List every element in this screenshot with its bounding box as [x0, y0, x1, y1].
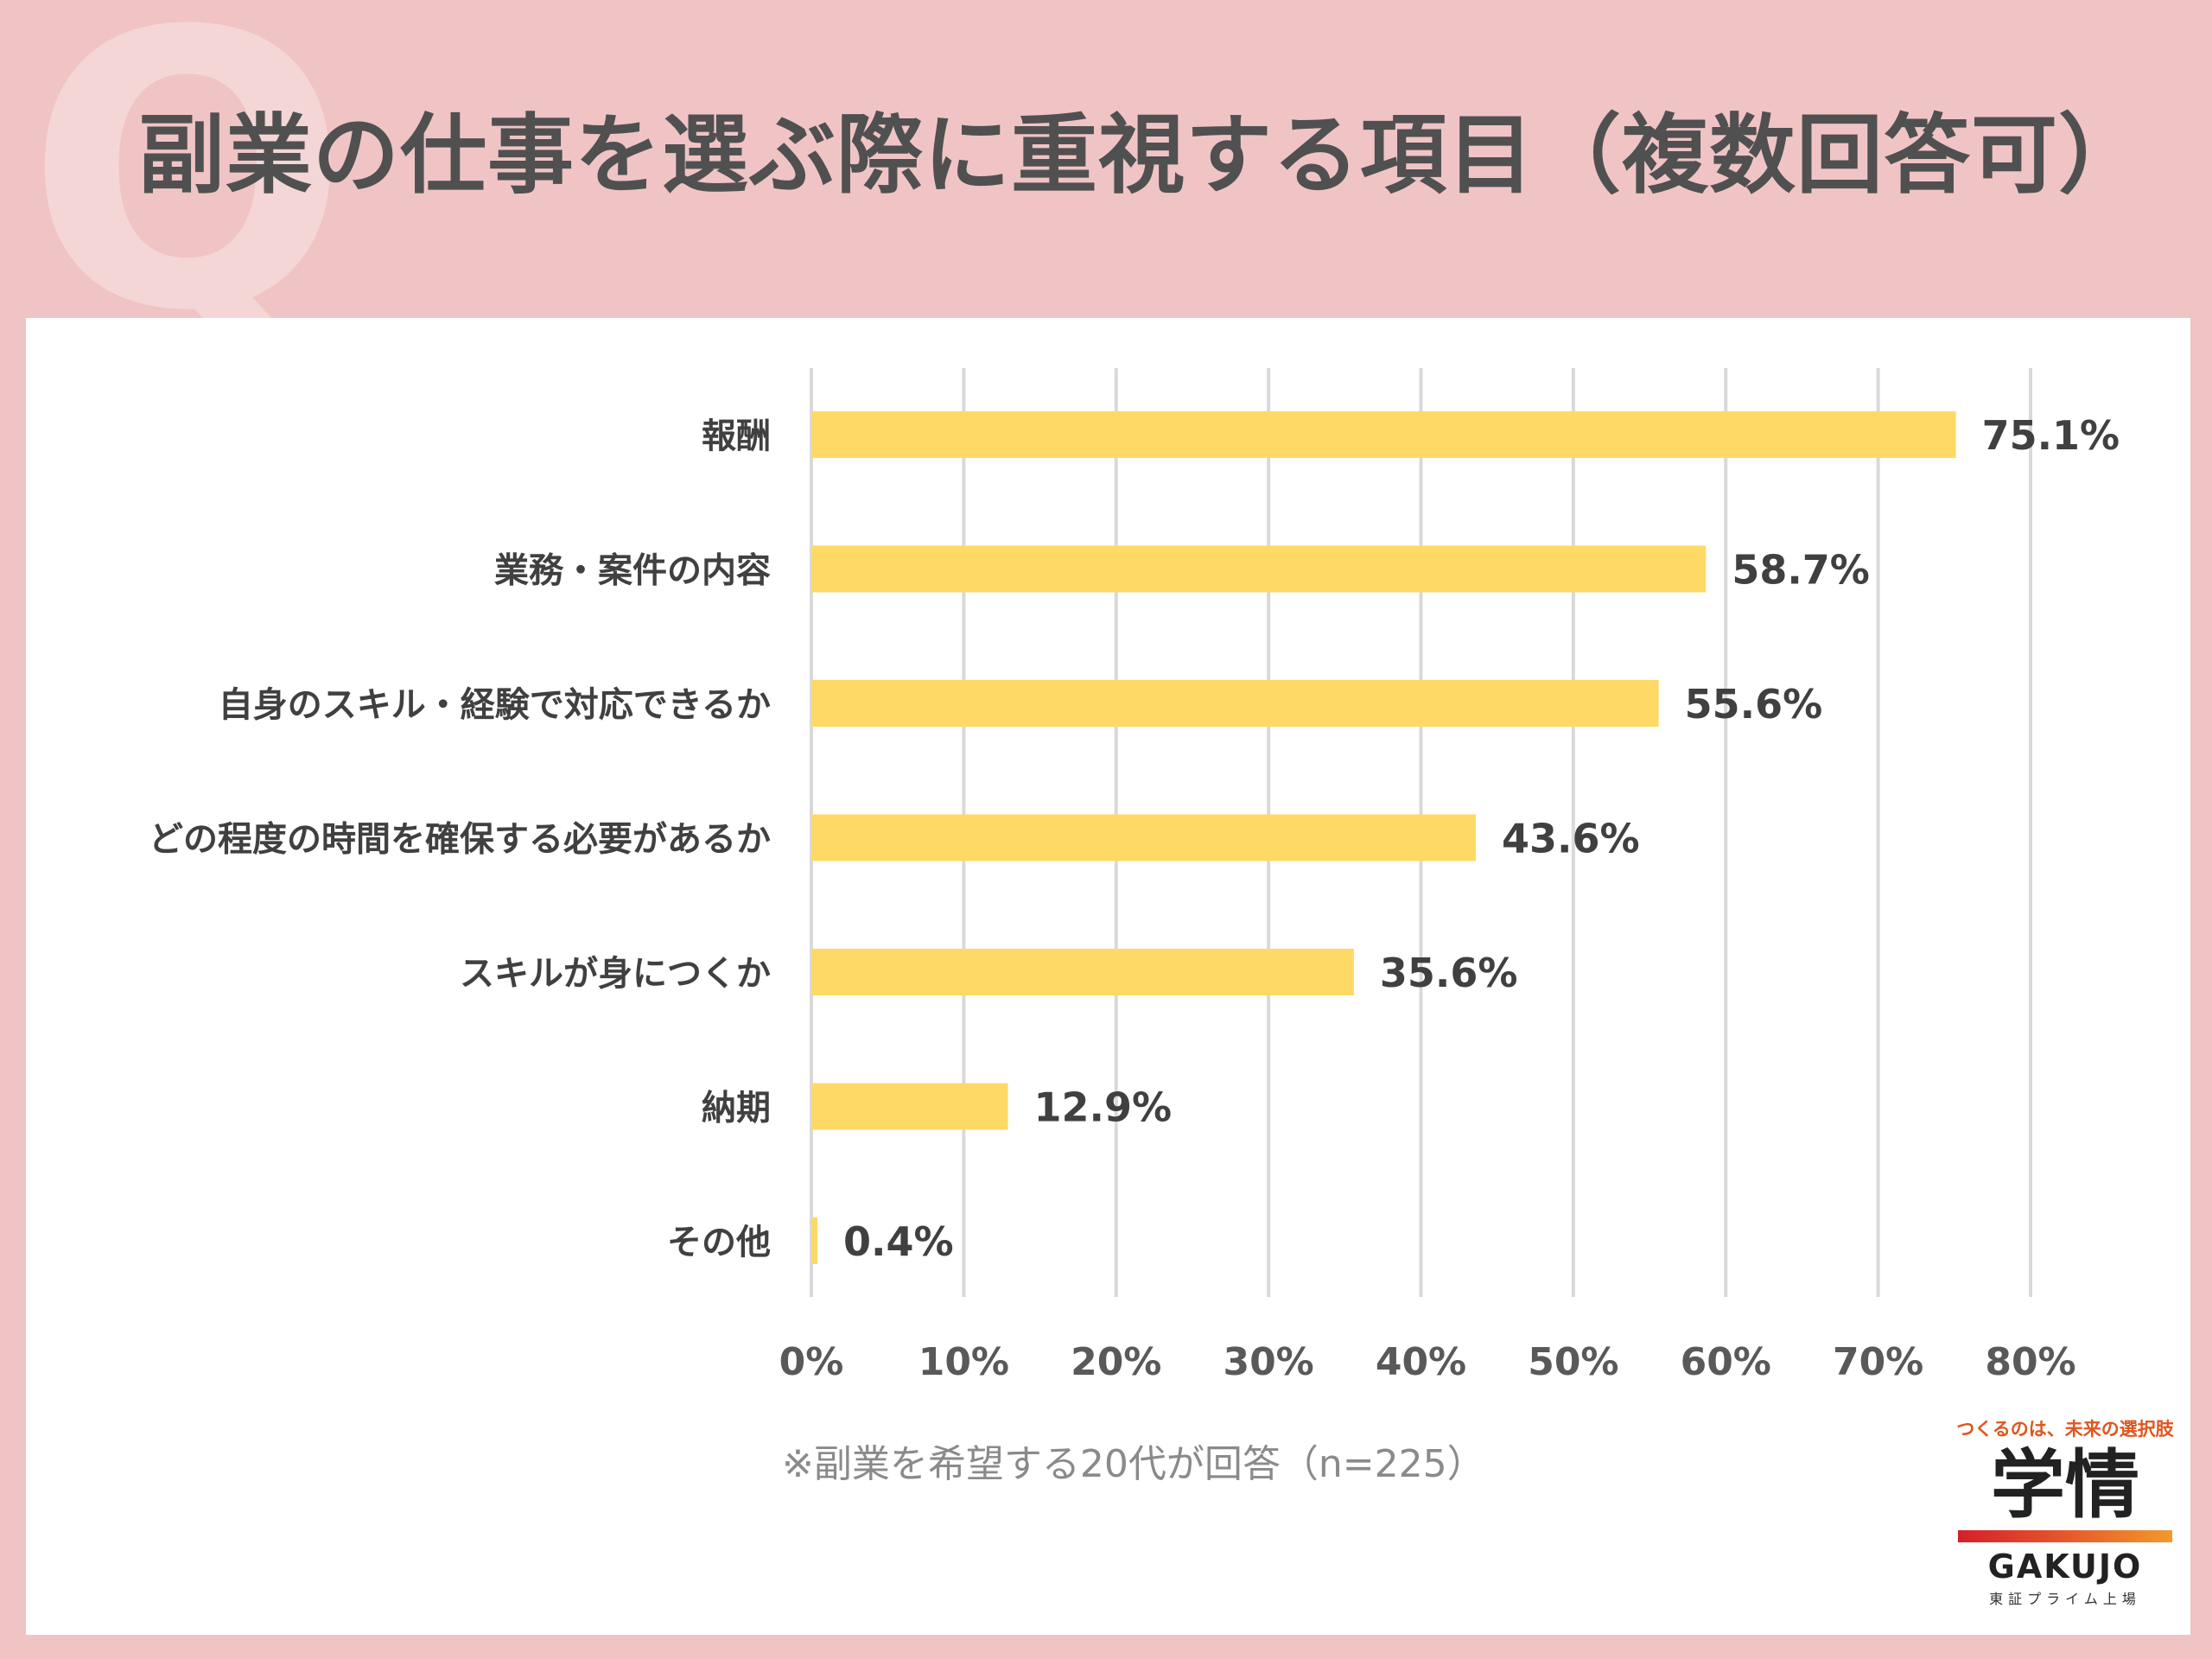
gakujo-logo: つくるのは、未来の選択肢 学情 GAKUJO 東証プライム上場	[1953, 1415, 2177, 1608]
x-tick-label: 70%	[1833, 1340, 1923, 1384]
logo-subtitle: 東証プライム上場	[1989, 1590, 2141, 1607]
category-label: 自身のスキル・経験で対応できるか	[219, 685, 771, 725]
bar	[811, 814, 1476, 861]
logo-color-bar	[1958, 1529, 2172, 1542]
data-label: 58.7%	[1732, 547, 1870, 594]
bar	[811, 545, 1707, 593]
category-label: 報酬	[702, 416, 771, 456]
chart-panel: 0% 10% 20% 30% 40% 50% 60% 70% 80% 報酬 75.1% 業務・案件の内…	[26, 318, 2190, 1635]
page-title: 副業の仕事を選ぶ際に重視する項目（複数回答可）	[138, 105, 2145, 206]
data-label: 55.6%	[1685, 681, 1823, 728]
x-tick-label: 10%	[918, 1340, 1009, 1384]
data-label: 35.6%	[1380, 950, 1518, 996]
category-label: 納期	[702, 1089, 771, 1128]
bar	[811, 949, 1354, 995]
q-watermark: Q	[26, 0, 350, 394]
x-tick-label: 30%	[1223, 1340, 1313, 1384]
bar	[811, 1217, 818, 1264]
bar	[811, 411, 1956, 458]
data-label: 12.9%	[1034, 1084, 1173, 1131]
category-label: どの程度の時間を確保する必要があるか	[149, 820, 771, 860]
bar-chart: 0% 10% 20% 30% 40% 50% 60% 70% 80% 報酬 75.1% 業務・案件の内…	[149, 368, 2120, 1384]
bar	[811, 1083, 1008, 1130]
logo-mark: 学情	[1991, 1442, 2139, 1529]
data-label: 0.4%	[843, 1218, 954, 1265]
x-tick-label: 80%	[1985, 1340, 2075, 1384]
data-label: 75.1%	[1982, 412, 2120, 459]
x-tick-label: 40%	[1376, 1340, 1466, 1384]
category-label: スキルが身につくか	[460, 954, 771, 994]
footnote: ※副業を希望する20代が回答（n=225）	[782, 1442, 1485, 1486]
data-label: 43.6%	[1502, 816, 1640, 862]
logo-name: GAKUJO	[1987, 1547, 2143, 1586]
x-tick-label: 0%	[779, 1340, 844, 1384]
x-tick-label: 50%	[1528, 1340, 1618, 1384]
logo-tagline: つくるのは、未来の選択肢	[1956, 1419, 2174, 1440]
category-label: 業務・案件の内容	[494, 551, 771, 591]
bar	[811, 680, 1659, 727]
x-tick-label: 60%	[1681, 1340, 1771, 1384]
category-label: その他	[667, 1223, 771, 1262]
x-tick-label: 20%	[1071, 1340, 1161, 1384]
